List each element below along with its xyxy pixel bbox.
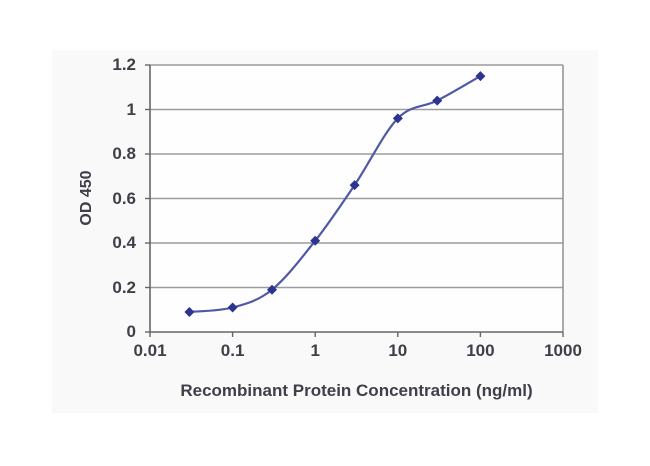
y-axis-tick-label: 0.8	[112, 144, 136, 163]
data-point-marker	[267, 284, 278, 295]
y-axis-tick-label: 0	[126, 322, 136, 341]
y-axis-tick-label: 1.2	[112, 55, 136, 74]
x-axis-tick-label: 10	[388, 341, 408, 360]
data-point-marker	[432, 95, 443, 106]
x-axis-tick-label: 1	[310, 341, 320, 360]
x-axis-tick-label: 100	[466, 341, 495, 360]
series-line	[189, 75, 481, 314]
x-axis-title: Recombinant Protein Concentration (ng/ml…	[180, 381, 533, 400]
x-axis-tick-label: 0.01	[133, 341, 167, 360]
y-axis-tick-label: 0.6	[112, 188, 136, 208]
x-axis-tick-label: 0.1	[220, 341, 245, 360]
data-point-marker	[392, 113, 403, 124]
data-point-marker	[310, 235, 321, 246]
y-axis-tick-label: 0.4	[112, 233, 136, 252]
y-axis-tick-label: 1	[126, 99, 136, 119]
data-point-marker	[475, 71, 486, 82]
y-axis-title: OD 450	[78, 170, 95, 226]
data-point-marker	[349, 180, 360, 191]
data-point-marker	[184, 306, 195, 317]
x-axis-tick-label: 1000	[544, 341, 582, 360]
plot-area	[145, 64, 564, 337]
data-point-marker	[227, 302, 238, 313]
y-axis-tick-label: 0.2	[112, 277, 136, 297]
